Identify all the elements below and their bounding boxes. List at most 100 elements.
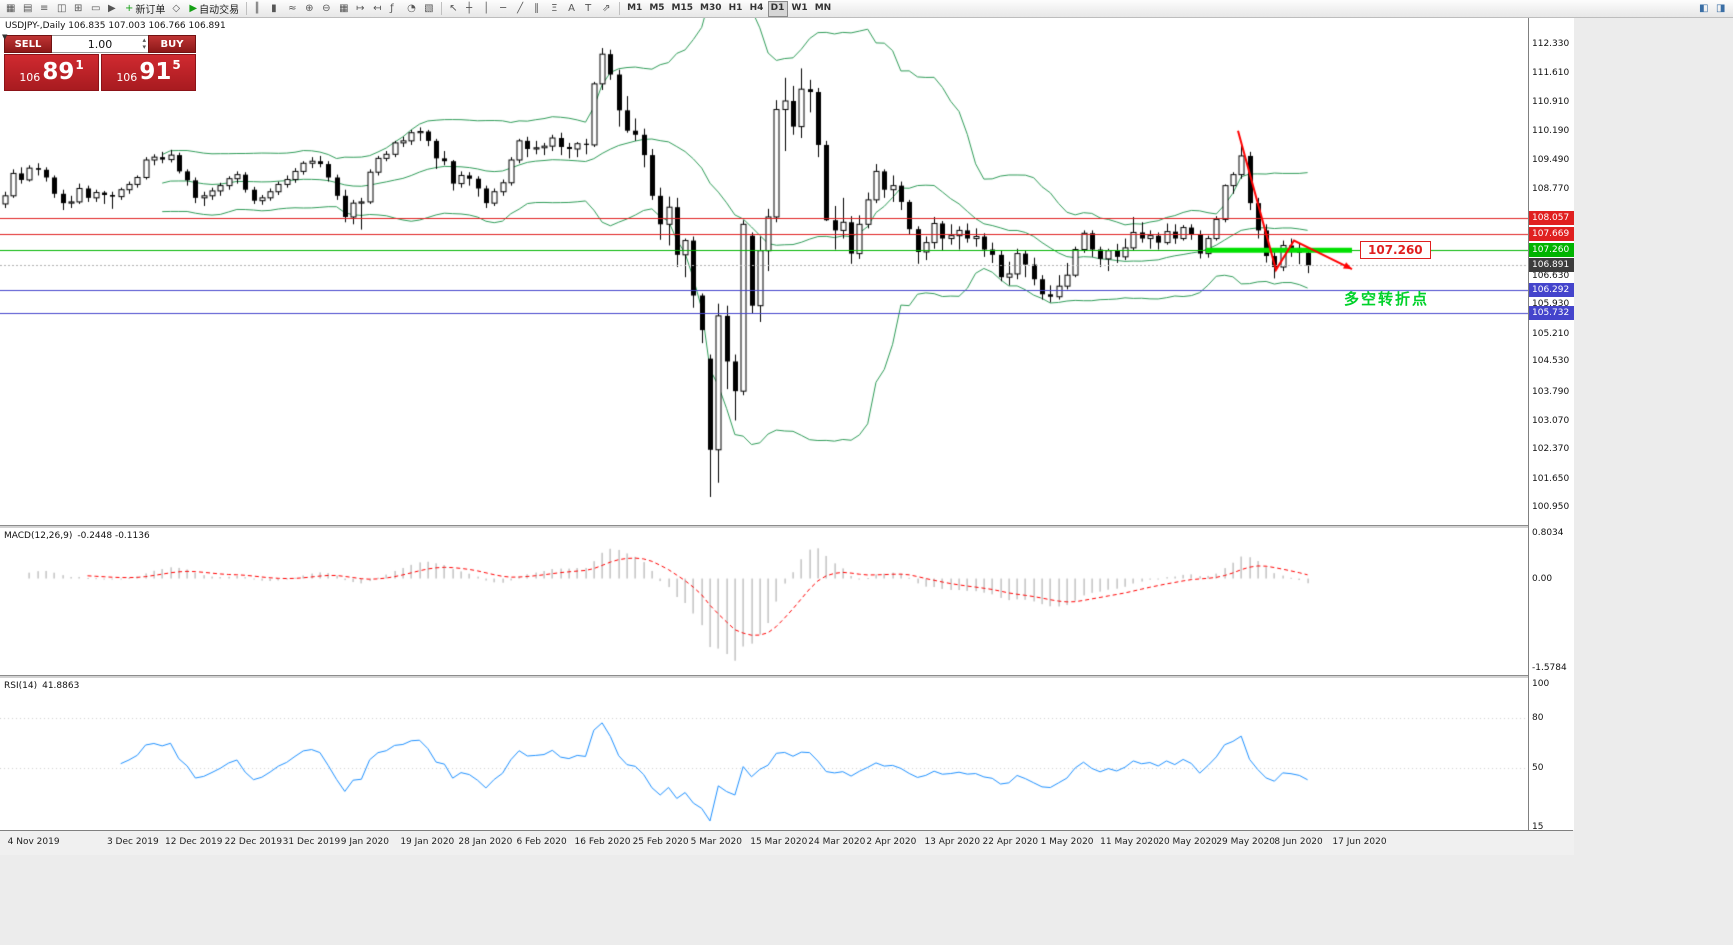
zoom-out-icon[interactable]: ⊖ <box>319 1 335 17</box>
templates-icon[interactable]: ▧ <box>421 1 437 17</box>
lot-size-input[interactable]: 1.00 ▴ ▾ <box>52 35 148 53</box>
crosshair-icon[interactable]: ┼ <box>463 1 479 17</box>
date-axis-label: 13 Apr 2020 <box>924 837 981 847</box>
date-axis-label: 1 May 2020 <box>1040 837 1094 847</box>
bid-quote-tile[interactable]: 106 89 1 <box>4 54 99 91</box>
price-axis-label: 105.210 <box>1532 328 1570 339</box>
channel-icon[interactable]: ∥ <box>531 1 547 17</box>
ask-quote-tile[interactable]: 106 91 5 <box>101 54 196 91</box>
indicators-icon[interactable]: ƒ <box>387 1 403 17</box>
bid-pips: 89 <box>42 59 75 85</box>
candlestick-chart-icon[interactable]: ▮ <box>268 1 284 17</box>
chart-shift-icon[interactable]: ↤ <box>370 1 386 17</box>
arrows-icon[interactable]: ⇗ <box>599 1 615 17</box>
bar-chart-icon[interactable]: ║ <box>251 1 267 17</box>
timeframe-d1-icon: D1 <box>770 3 785 13</box>
window-list-icon: ◨ <box>1716 3 1726 14</box>
date-axis-label: 29 May 2020 <box>1216 837 1275 847</box>
date-axis-label: 9 Jan 2020 <box>340 837 389 847</box>
timeframe-button-m5[interactable]: M5 <box>646 1 667 17</box>
timeframe-button-h1[interactable]: H1 <box>726 1 746 17</box>
label-icon[interactable]: T <box>582 1 598 17</box>
price-axis-badge: 107.260 <box>1529 243 1574 258</box>
timeframe-m15-icon: M15 <box>671 3 694 13</box>
toolbar-line-studies-group: ↖ ┼ │ ─ ╱ ∥ Ξ A T ⇗ <box>446 1 615 17</box>
panel-separator[interactable] <box>0 675 1573 679</box>
fibonacci-icon[interactable]: Ξ <box>548 1 564 17</box>
trendline-icon[interactable]: ╱ <box>514 1 530 17</box>
zoom-in-icon[interactable]: ⊕ <box>302 1 318 17</box>
text-icon[interactable]: A <box>565 1 581 17</box>
pivot-annotation-text[interactable]: 多空转折点 <box>1344 290 1430 308</box>
price-axis-badge: 105.732 <box>1529 305 1574 320</box>
trade-panel-controls-row: SELL 1.00 ▴ ▾ BUY <box>4 35 196 53</box>
vertical-line-icon[interactable]: │ <box>480 1 496 17</box>
terminal-icon: ▭ <box>91 2 101 14</box>
timeframe-button-d1[interactable]: D1 <box>767 0 788 17</box>
price-axis-label: 106.630 <box>1532 270 1570 281</box>
metaeditor-icon[interactable]: ◇ <box>169 1 185 17</box>
trade-panel-quotes-row: 106 89 1 106 91 5 <box>4 54 196 91</box>
level-price-label[interactable]: 107.260 <box>1360 241 1431 259</box>
chart-profiles-icon[interactable]: ▤ <box>20 1 36 17</box>
autotrading-button-label: 自动交易 <box>199 5 240 16</box>
navigator-icon[interactable]: ⊞ <box>71 1 87 17</box>
date-axis-label: 16 Feb 2020 <box>574 837 631 847</box>
timeframe-button-m1[interactable]: M1 <box>624 1 645 17</box>
auto-scroll-icon[interactable]: ↦ <box>353 1 369 17</box>
chart-window-icon[interactable]: ◧ <box>1696 1 1712 17</box>
rsi-indicator-canvas[interactable] <box>0 679 1528 830</box>
autotrading-button[interactable]: ▶ 自动交易 <box>186 1 242 17</box>
crosshair-icon: ┼ <box>466 2 473 14</box>
terminal-icon[interactable]: ▭ <box>88 1 104 17</box>
macd-indicator-canvas[interactable] <box>0 529 1528 675</box>
line-chart-icon[interactable]: ≈ <box>285 1 301 17</box>
timeframe-h4-icon: H4 <box>749 3 764 13</box>
new-order-button[interactable]: + 新订单 <box>122 1 168 17</box>
price-axis-label: 100.950 <box>1532 502 1570 513</box>
fibonacci-icon: Ξ <box>551 2 558 14</box>
collapse-trade-panel-icon[interactable]: ▼ <box>2 33 8 41</box>
toolbar-separator <box>246 2 248 15</box>
market-watch-icon[interactable]: ≡ <box>37 1 53 17</box>
price-scale[interactable]: 112.330 111.610 110.910 110.190 109.490 108.7… <box>1528 18 1574 832</box>
strategy-tester-icon[interactable]: ▶ <box>105 1 121 17</box>
time-scale[interactable]: 4 Nov 2019 3 Dec 2019 12 Dec 2019 22 Dec 20… <box>0 830 1573 855</box>
tile-windows-icon[interactable]: ▦ <box>336 1 352 17</box>
date-axis-label: 3 Dec 2019 <box>106 837 159 847</box>
price-axis-label: 111.610 <box>1532 68 1570 79</box>
panel-separator[interactable] <box>0 525 1573 529</box>
window-list-icon[interactable]: ◨ <box>1713 1 1729 17</box>
ask-prefix: 106 <box>116 71 138 84</box>
indicators-icon: ƒ <box>390 2 394 14</box>
date-axis-label: 6 Feb 2020 <box>516 837 567 847</box>
chart-profiles-icon: ▤ <box>23 2 33 14</box>
new-chart-icon[interactable]: ▦ <box>3 1 19 17</box>
spinner-down-icon[interactable]: ▾ <box>142 43 146 51</box>
price-axis-label: 110.910 <box>1532 96 1570 107</box>
sell-button[interactable]: SELL <box>4 35 52 53</box>
bid-pipette: 1 <box>75 57 84 72</box>
horizontal-line-icon[interactable]: ─ <box>497 1 513 17</box>
timeframe-button-m30[interactable]: M30 <box>697 1 724 17</box>
timeframe-button-h4[interactable]: H4 <box>747 1 767 17</box>
buy-button[interactable]: BUY <box>148 35 196 53</box>
rsi-axis-label: 15 <box>1532 822 1544 832</box>
timeframe-button-mn[interactable]: MN <box>812 1 835 17</box>
lot-spinner[interactable]: ▴ ▾ <box>142 37 146 51</box>
toolbar-separator <box>441 2 443 15</box>
date-axis-label: 20 May 2020 <box>1158 837 1217 847</box>
macd-axis-label: -1.5784 <box>1532 663 1567 673</box>
timeframe-button-m15[interactable]: M15 <box>669 1 696 17</box>
periods-icon: ◔ <box>407 2 416 14</box>
horizontal-line-icon: ─ <box>500 2 507 14</box>
price-chart-canvas[interactable] <box>0 18 1528 525</box>
chart-shift-icon: ↤ <box>373 2 382 14</box>
periods-icon[interactable]: ◔ <box>404 1 420 17</box>
data-window-icon[interactable]: ◫ <box>54 1 70 17</box>
bid-prefix: 106 <box>19 71 41 84</box>
timeframe-button-w1[interactable]: W1 <box>789 1 811 17</box>
cursor-icon[interactable]: ↖ <box>446 1 462 17</box>
spinner-up-icon[interactable]: ▴ <box>142 36 146 44</box>
